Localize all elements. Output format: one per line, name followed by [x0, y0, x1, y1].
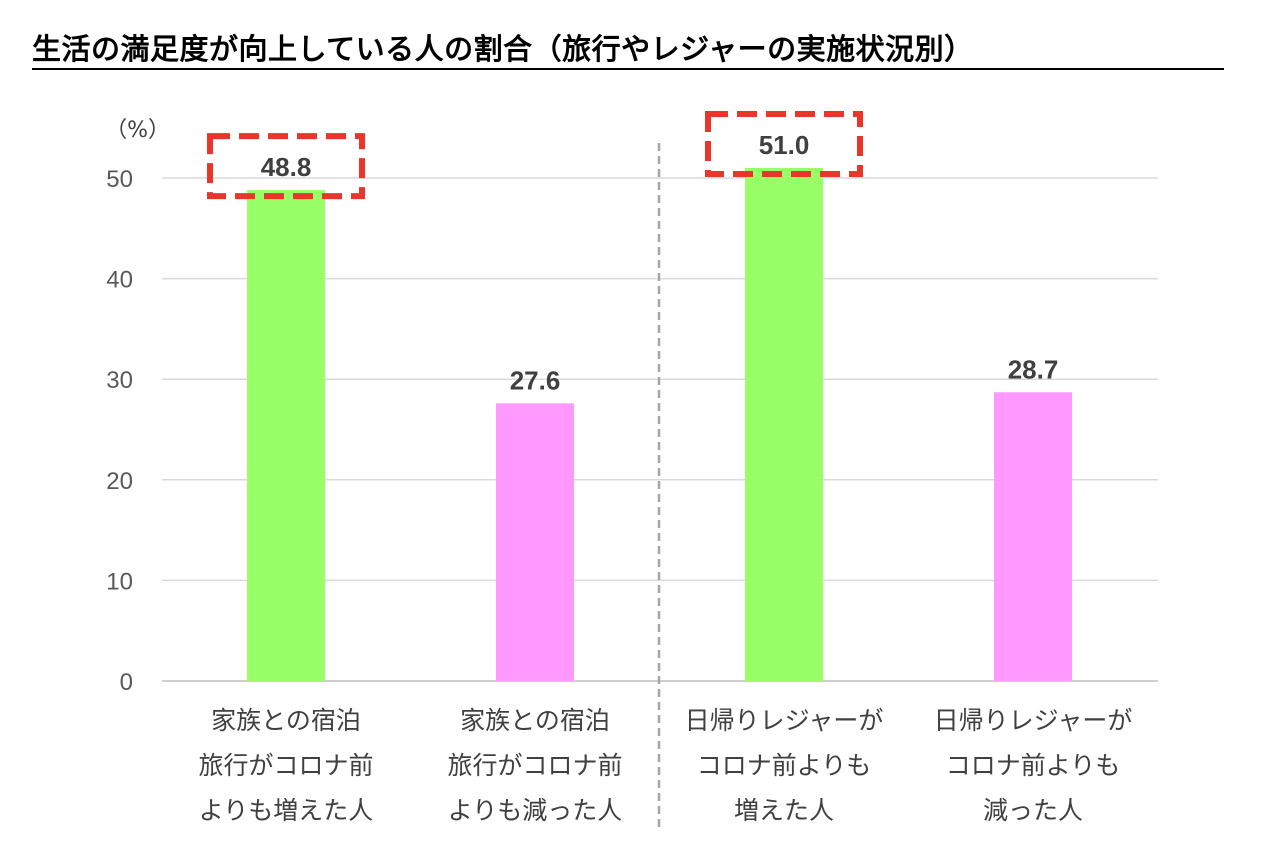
category-label: 日帰りレジャーが: [685, 706, 884, 735]
bar: [247, 190, 325, 681]
category-label: 旅行がコロナ前: [447, 751, 622, 780]
y-axis-ticks: 0 10 20 30 40 50: [106, 166, 133, 696]
y-tick-label: 40: [106, 267, 133, 294]
y-tick-label: 10: [106, 568, 133, 595]
category-labels: 家族との宿泊旅行がコロナ前よりも増えた人家族との宿泊旅行がコロナ前よりも減った人…: [198, 706, 1132, 825]
category-label: よりも減った人: [448, 796, 623, 825]
category-label: 家族との宿泊: [211, 706, 361, 735]
bars: [247, 167, 1072, 681]
category-label: 増えた人: [734, 796, 834, 825]
highlight-box: [207, 133, 365, 200]
bar: [496, 403, 574, 681]
data-label: 28.7: [1008, 354, 1059, 384]
highlight-boxes: [207, 110, 863, 200]
category-label: コロナ前よりも: [697, 751, 872, 780]
category-label: 家族との宿泊: [460, 706, 610, 735]
category-label: コロナ前よりも: [946, 751, 1121, 780]
data-label: 48.8: [261, 152, 312, 182]
data-label: 51.0: [759, 130, 810, 160]
category-label: よりも増えた人: [199, 796, 374, 825]
bar: [745, 167, 823, 681]
category-label: 旅行がコロナ前: [198, 751, 373, 780]
y-tick-label: 50: [106, 166, 133, 193]
y-tick-label: 30: [106, 367, 133, 394]
data-label: 27.6: [510, 365, 561, 395]
title-underline: [32, 68, 1224, 70]
y-tick-label: 20: [106, 468, 133, 495]
y-axis-unit-label: （%）: [105, 118, 170, 143]
bar: [994, 392, 1072, 681]
data-labels: 48.8 27.6 51.0 28.7: [261, 130, 1059, 395]
chart-title: 生活の満足度が向上している人の割合（旅行やレジャーの実施状況別）: [32, 32, 974, 66]
category-label: 減った人: [983, 796, 1083, 825]
highlight-box: [705, 110, 863, 177]
y-tick-label: 0: [120, 669, 133, 696]
category-label: 日帰りレジャーが: [934, 706, 1133, 735]
